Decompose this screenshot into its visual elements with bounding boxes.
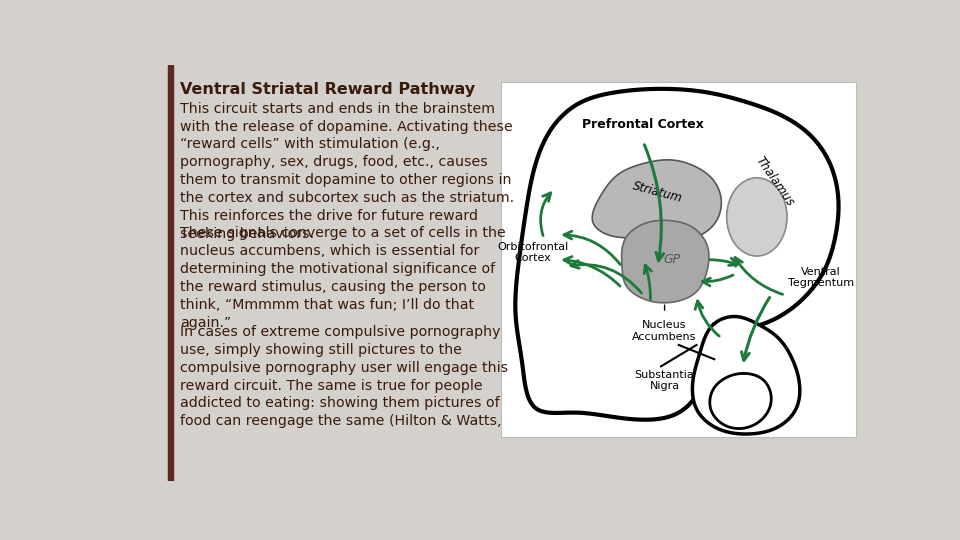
Text: GP: GP	[663, 253, 681, 266]
Bar	[501, 82, 856, 437]
Text: Thalamus: Thalamus	[753, 154, 797, 208]
Polygon shape	[622, 220, 708, 303]
Ellipse shape	[727, 178, 787, 256]
Text: Ventral Striatal Reward Pathway: Ventral Striatal Reward Pathway	[180, 82, 475, 97]
Polygon shape	[516, 89, 838, 420]
Text: This circuit starts and ends in the brainstem
with the release of dopamine. Acti: This circuit starts and ends in the brai…	[180, 102, 515, 241]
Text: Nucleus
Accumbens: Nucleus Accumbens	[633, 320, 697, 342]
Text: Substantia
Nigra: Substantia Nigra	[635, 370, 694, 392]
Text: Orbitofrontal
Cortex: Orbitofrontal Cortex	[497, 242, 569, 264]
Polygon shape	[709, 374, 771, 429]
Text: In cases of extreme compulsive pornography
use, simply showing still pictures to: In cases of extreme compulsive pornograp…	[180, 325, 509, 428]
Bar	[168, 65, 174, 481]
Polygon shape	[592, 160, 721, 242]
Text: Prefrontal Cortex: Prefrontal Cortex	[583, 118, 705, 131]
Text: These signals converge to a set of cells in the
nucleus accumbens, which is esse: These signals converge to a set of cells…	[180, 226, 506, 330]
Polygon shape	[692, 316, 800, 434]
Text: Striatum: Striatum	[631, 179, 684, 205]
Text: Ventral
Tegmentum: Ventral Tegmentum	[788, 267, 853, 288]
